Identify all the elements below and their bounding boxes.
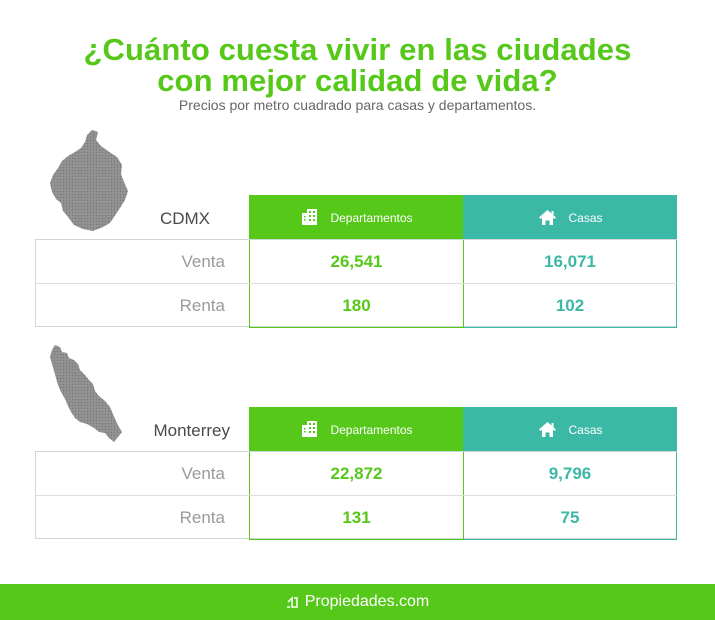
city-name-cdmx: CDMX: [159, 209, 210, 228]
header-casas-cdmx: Casas: [463, 195, 677, 240]
building-icon: [299, 420, 319, 440]
house-icon: [537, 420, 557, 440]
cdmx-map-icon: [50, 130, 128, 231]
header-departamentos-cdmx: Departamentos: [249, 195, 463, 240]
cdmx-renta-departamentos: 180: [249, 284, 464, 328]
house-icon: [537, 208, 557, 228]
cdmx-venta-label: Venta: [181, 252, 226, 271]
city-name-monterrey: Monterrey: [153, 421, 230, 440]
cdmx-venta-casas: 16,071: [464, 240, 677, 284]
cdmx-renta-casas: 102: [464, 284, 677, 328]
monterrey-row-divider: [35, 495, 677, 496]
monterrey-departamentos-bottom-border: [249, 539, 464, 540]
page-title-line-1: ¿Cuánto cuesta vivir en las ciudades: [83, 32, 632, 67]
monterrey-renta-departamentos: 131: [249, 496, 464, 540]
building-icon: [299, 208, 319, 228]
monterrey-casas-bottom-border: [464, 539, 677, 540]
footer-brand: Propiedades.com: [304, 593, 430, 610]
cdmx-venta-departamentos: 26,541: [249, 240, 464, 284]
monterrey-map-icon: [50, 344, 122, 442]
header-casas-label: Casas: [568, 210, 603, 225]
header-departamentos-label: Departamentos: [330, 422, 413, 437]
cdmx-renta-label: Renta: [179, 296, 225, 315]
monterrey-venta-label: Venta: [181, 464, 226, 483]
footer-bar: Propiedades.com: [0, 584, 715, 620]
header-departamentos-monterrey: Departamentos: [249, 407, 463, 452]
header-casas-label: Casas: [568, 422, 603, 437]
header-departamentos-label: Departamentos: [330, 210, 413, 225]
page-title: ¿Cuánto cuesta vivir en las ciudades con…: [0, 34, 715, 96]
header-casas-monterrey: Casas: [463, 407, 677, 452]
monterrey-venta-casas: 9,796: [464, 452, 677, 496]
monterrey-renta-label: Renta: [179, 508, 225, 527]
monterrey-renta-casas: 75: [464, 496, 677, 540]
cdmx-departamentos-bottom-border: [249, 327, 464, 328]
monterrey-venta-departamentos: 22,872: [249, 452, 464, 496]
page-title-line-2: con mejor calidad de vida?: [157, 63, 558, 98]
page-subtitle: Precios por metro cuadrado para casas y …: [178, 97, 537, 113]
cdmx-casas-bottom-border: [464, 327, 677, 328]
cdmx-row-divider: [35, 283, 677, 284]
propiedades-logo-icon: [286, 595, 299, 609]
